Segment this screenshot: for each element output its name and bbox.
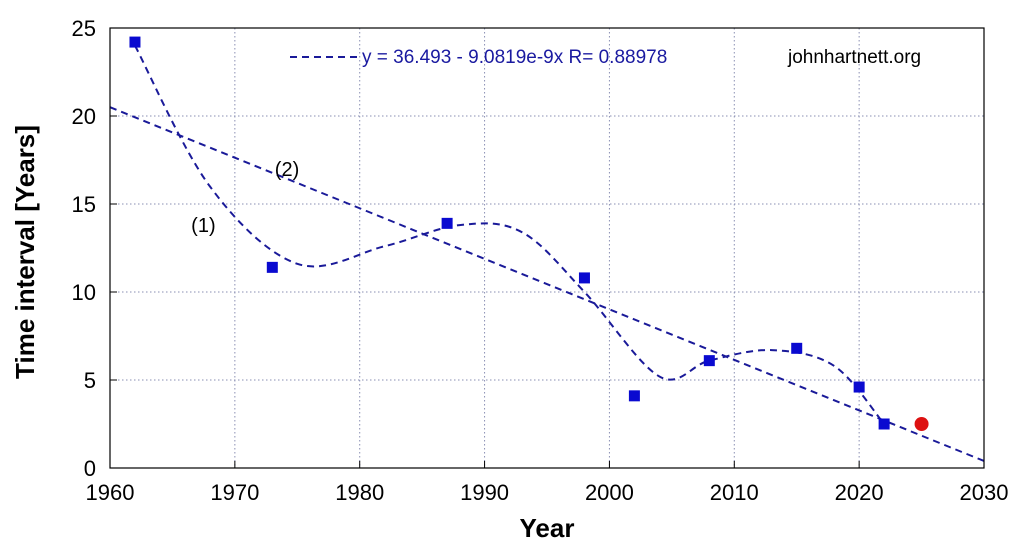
data-point-square [441, 217, 453, 229]
data-point-square [266, 261, 278, 273]
data-point-square [578, 272, 590, 284]
y-axis-title: Time interval [Years] [10, 125, 40, 379]
legend: y = 36.493 - 9.0819e-9x R= 0.88978 [290, 47, 667, 68]
curve-labels: (1) (2) [191, 159, 299, 237]
prediction-point-circle [914, 417, 929, 431]
axis-ticks: 1960 1970 1980 1990 2000 2010 2020 2030 0 5 10 15 20… [72, 16, 1009, 505]
curve-label-2: (2) [275, 159, 299, 181]
grid-lines [110, 28, 984, 468]
data-point-square [791, 342, 803, 354]
data-point-square [878, 418, 890, 430]
curve-label-1: (1) [191, 215, 215, 237]
y-tick-label: 15 [72, 192, 96, 217]
y-tick-label: 5 [84, 368, 96, 393]
x-axis-title: Year [520, 513, 575, 543]
x-tick-label: 1970 [210, 480, 259, 505]
x-tick-label: 2030 [960, 480, 1009, 505]
x-tick-label: 1960 [86, 480, 135, 505]
legend-fit-equation: y = 36.493 - 9.0819e-9x R= 0.88978 [362, 47, 667, 68]
fit-curve-1-spline [134, 45, 885, 425]
credit-text: johnhartnett.org [787, 47, 921, 68]
fit-curve-2-linear [109, 106, 985, 462]
x-tick-label: 1980 [335, 480, 384, 505]
x-tick-label: 2000 [585, 480, 634, 505]
y-tick-label: 25 [72, 16, 96, 41]
x-tick-label: 2020 [835, 480, 884, 505]
data-points [129, 36, 929, 431]
data-point-square [853, 381, 865, 393]
fit-curves [109, 45, 985, 462]
y-tick-label: 0 [84, 456, 96, 481]
y-tick-label: 20 [72, 104, 96, 129]
data-point-square [703, 355, 715, 367]
data-point-square [129, 36, 141, 48]
plot-frame [109, 27, 985, 469]
data-point-square [628, 390, 640, 402]
y-tick-label: 10 [72, 280, 96, 305]
x-tick-label: 2010 [710, 480, 759, 505]
x-tick-label: 1990 [460, 480, 509, 505]
